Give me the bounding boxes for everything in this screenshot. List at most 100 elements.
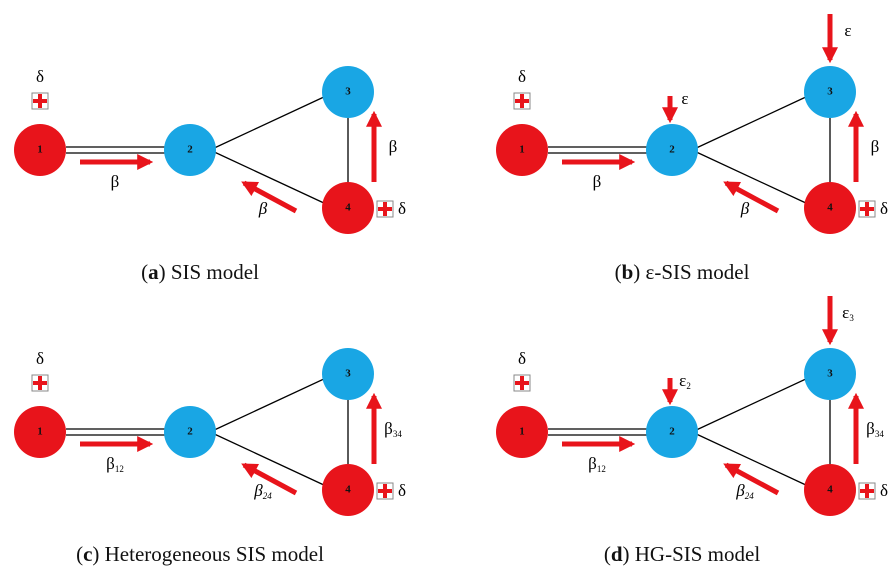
label-subscript: 12 <box>597 464 606 474</box>
caption-letter: b <box>622 260 634 284</box>
label-symbol: δ <box>36 349 44 368</box>
node-label: 2 <box>669 426 675 438</box>
node <box>164 406 216 458</box>
caption-text: ) SIS model <box>159 260 260 284</box>
label-symbol: δ <box>518 67 526 86</box>
edge <box>691 95 809 151</box>
label-subscript: 2 <box>686 381 691 391</box>
node <box>804 464 856 516</box>
node-label: 4 <box>827 202 833 214</box>
caption: (d) HG-SIS model <box>604 542 761 566</box>
label-symbol: β <box>593 172 602 191</box>
edge-label: δ <box>36 349 44 368</box>
recovery-icon-bar <box>865 484 869 498</box>
label-symbol: β <box>389 137 398 156</box>
label-symbol: δ <box>880 481 888 500</box>
recovery-icon-bar <box>383 202 387 216</box>
caption-letter: c <box>83 542 92 566</box>
label-symbol: ε <box>679 371 686 390</box>
edge-label: δ <box>880 481 888 500</box>
recovery-icon-bar <box>520 376 524 390</box>
edge <box>209 431 327 487</box>
caption-open: ( <box>615 260 622 284</box>
caption-open: ( <box>141 260 148 284</box>
edge <box>209 149 327 205</box>
recovery-icon-bar <box>38 94 42 108</box>
node <box>322 182 374 234</box>
recovery-icon-bar <box>865 202 869 216</box>
label-symbol: β <box>111 172 120 191</box>
node <box>496 124 548 176</box>
label-symbol: β <box>735 481 745 500</box>
node-label: 4 <box>345 484 351 496</box>
edge-label: β34 <box>866 419 884 439</box>
edge-label: β12 <box>588 454 606 474</box>
edge <box>691 431 809 487</box>
arrow <box>723 180 780 214</box>
edge-label: β <box>593 172 602 191</box>
edge-label: β12 <box>106 454 124 474</box>
node <box>322 464 374 516</box>
edge <box>209 95 327 151</box>
node <box>804 182 856 234</box>
edge-label: β <box>258 199 268 218</box>
edge-label: β34 <box>384 419 402 439</box>
caption-letter: d <box>611 542 623 566</box>
label-symbol: β <box>258 199 268 218</box>
edge-label: β <box>111 172 120 191</box>
node-label: 2 <box>187 426 193 438</box>
label-subscript: 24 <box>745 491 755 501</box>
label-subscript: 34 <box>875 429 885 439</box>
node-label: 1 <box>37 426 43 438</box>
node-label: 1 <box>519 144 525 156</box>
panel: 1 2 3 4 β β β δ δ ε ε (b) ε-SIS model <box>496 14 888 284</box>
node <box>804 66 856 118</box>
node-label: 2 <box>669 144 675 156</box>
node <box>496 406 548 458</box>
label-symbol: β <box>384 419 393 438</box>
edge-label: δ <box>398 481 406 500</box>
node <box>646 124 698 176</box>
node-label: 1 <box>37 144 43 156</box>
node <box>804 348 856 400</box>
node-label: 3 <box>345 86 351 98</box>
caption-text: ) Heterogeneous SIS model <box>92 542 324 566</box>
label-symbol: ε <box>681 89 688 108</box>
caption-text: ) HG-SIS model <box>623 542 761 566</box>
caption: (a) SIS model <box>141 260 259 284</box>
label-symbol: ε <box>844 21 851 40</box>
label-symbol: δ <box>880 199 888 218</box>
recovery-icon-bar <box>383 484 387 498</box>
arrow <box>241 462 298 496</box>
label-symbol: β <box>740 199 750 218</box>
label-symbol: β <box>871 137 880 156</box>
label-symbol: δ <box>36 67 44 86</box>
node <box>646 406 698 458</box>
label-symbol: β <box>866 419 875 438</box>
node <box>322 66 374 118</box>
node-label: 3 <box>827 368 833 380</box>
node <box>14 124 66 176</box>
node <box>14 406 66 458</box>
label-symbol: δ <box>398 199 406 218</box>
label-symbol: δ <box>518 349 526 368</box>
label-subscript: 34 <box>393 429 403 439</box>
caption-open: ( <box>604 542 611 566</box>
node-label: 4 <box>345 202 351 214</box>
edge-label: δ <box>36 67 44 86</box>
node-label: 4 <box>827 484 833 496</box>
edge-label: ε3 <box>842 303 854 323</box>
arrow <box>241 180 298 214</box>
caption: (c) Heterogeneous SIS model <box>76 542 324 566</box>
edge-label: δ <box>398 199 406 218</box>
label-subscript: 3 <box>849 313 854 323</box>
edge-label: δ <box>880 199 888 218</box>
edge <box>691 377 809 433</box>
arrow <box>723 462 780 496</box>
edge-label: δ <box>518 67 526 86</box>
edge-label: ε <box>681 89 688 108</box>
node-label: 2 <box>187 144 193 156</box>
